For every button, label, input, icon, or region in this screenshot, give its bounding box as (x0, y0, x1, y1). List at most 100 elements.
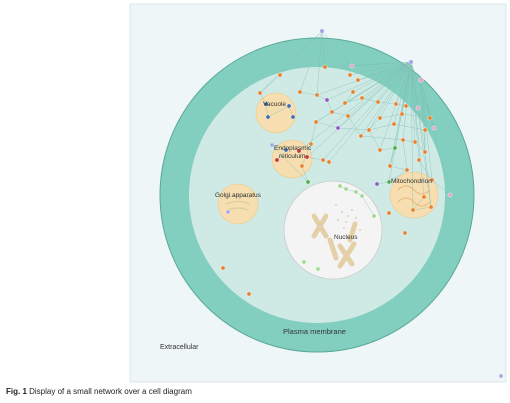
edge (393, 123, 426, 131)
edge-hub (322, 61, 412, 161)
edge (361, 97, 379, 103)
network-node (427, 115, 433, 121)
network-node (353, 189, 359, 195)
edge (417, 79, 422, 109)
nucleus-label: Nucleus (334, 234, 358, 241)
network-node (290, 114, 296, 120)
edge-hub (410, 61, 425, 198)
golgi-label: Golgi apparatus (215, 192, 262, 199)
edge (389, 147, 396, 167)
edge-hub (379, 61, 412, 119)
edge (418, 159, 433, 181)
network-node (412, 139, 418, 145)
er-label-line1: Endoplasmic (274, 145, 312, 152)
edge-hub (388, 61, 412, 183)
edge-hub (326, 61, 412, 101)
figure-caption: Fig. 1 Display of a small network over a… (6, 387, 192, 396)
network-node (349, 63, 355, 69)
network-node (366, 127, 372, 133)
network-node (422, 149, 428, 155)
network-node (343, 186, 349, 192)
mitochondrion (389, 171, 439, 219)
edge (267, 105, 290, 118)
edge (412, 196, 425, 211)
edge (360, 135, 404, 141)
network-node (257, 90, 263, 96)
edge (310, 121, 317, 145)
network-node (371, 213, 377, 219)
edge (401, 113, 431, 119)
edge-hub (410, 61, 416, 143)
edge-hub (316, 61, 412, 96)
network-node (355, 77, 361, 83)
network-node (377, 147, 383, 153)
network-node (301, 259, 307, 265)
edge (344, 97, 363, 104)
mitochondrion-label: Mitochondrion (391, 178, 432, 185)
network-node (320, 157, 326, 163)
network-node (296, 148, 302, 154)
network-node (399, 111, 405, 117)
edge (402, 139, 408, 171)
network-node (299, 163, 305, 169)
edge-hub (410, 61, 426, 131)
network-node (347, 72, 353, 78)
edge (315, 111, 333, 123)
edge (337, 127, 370, 131)
network-node (283, 147, 289, 153)
edge-hub (352, 61, 412, 93)
vacuole-label: Vacuole (263, 101, 286, 108)
edge-hub (410, 61, 414, 211)
edge (271, 144, 309, 183)
edge-hub (368, 61, 412, 131)
network-node (314, 92, 320, 98)
edge (420, 79, 426, 153)
network-node (345, 113, 351, 119)
edge (389, 165, 408, 171)
edge-hub (347, 61, 412, 117)
edge (259, 30, 323, 94)
network-node (313, 119, 319, 125)
network-node (265, 114, 271, 120)
network-node (377, 115, 383, 121)
network-node (431, 125, 437, 131)
network-node (415, 105, 421, 111)
network-node (305, 179, 311, 185)
edge (299, 30, 323, 93)
mitochondrion-cristae (397, 185, 431, 207)
edge-hub (306, 61, 412, 158)
network-node (274, 157, 280, 163)
edge-hub (328, 61, 412, 163)
network-node (359, 95, 365, 101)
network-node (322, 64, 328, 70)
network-node (429, 177, 435, 183)
network-node (391, 121, 397, 127)
network-node (416, 157, 422, 163)
golgi-stacks (225, 194, 251, 211)
chromosomes (311, 213, 358, 269)
edge (377, 101, 397, 105)
figure-caption-label: Fig. 1 (6, 387, 27, 396)
network-node (342, 100, 348, 106)
extracellular-label: Extracellular (160, 344, 199, 351)
edge (347, 115, 362, 137)
network-node (225, 209, 231, 215)
edge (368, 117, 381, 131)
golgi-apparatus (217, 183, 259, 225)
network-node (286, 103, 292, 109)
edge-hub (351, 61, 412, 67)
edge (271, 144, 287, 151)
edge-hub (410, 61, 432, 208)
network-nodes (220, 28, 504, 379)
network-node (220, 265, 226, 271)
network-edges (259, 30, 451, 217)
edge-hub (361, 61, 412, 99)
network-node (375, 99, 381, 105)
edge (368, 123, 395, 131)
network-node (269, 142, 275, 148)
edge (379, 147, 396, 151)
edge (321, 30, 353, 67)
network-node (402, 230, 408, 236)
network-node (498, 373, 504, 379)
network-node (246, 291, 252, 297)
